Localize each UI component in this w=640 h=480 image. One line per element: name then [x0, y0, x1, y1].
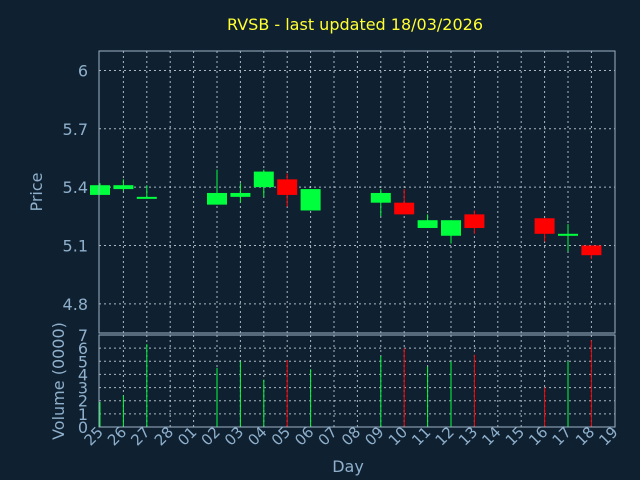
candle-body [300, 189, 321, 211]
candle-body [253, 171, 274, 188]
candle-body [441, 220, 461, 236]
candle-body [534, 218, 555, 234]
x-axis-label: Day [332, 457, 364, 476]
candle-body [581, 245, 602, 256]
chart-title: RVSB - last updated 18/03/2026 [227, 15, 483, 34]
candle-body [464, 214, 485, 228]
candle-body [230, 192, 251, 197]
candle-body [417, 220, 438, 228]
volume-axis-label: Volume (0000) [49, 322, 68, 440]
price-y-tick-labels: 6 5.7 5.4 5.1 4.8 [63, 61, 88, 313]
volume-bars [99, 340, 592, 427]
candle-body [113, 185, 134, 190]
volume-y-tick: 0 [78, 418, 88, 437]
price-y-tick: 4.8 [63, 295, 88, 314]
x-tick-labels: 2526272801020304050607080910111213141516… [81, 423, 622, 449]
price-panel-frame [98, 50, 616, 334]
volume-gridlines [99, 335, 615, 427]
price-candles [90, 169, 602, 260]
price-y-tick: 5.1 [63, 236, 88, 255]
volume-y-tick: 5 [78, 352, 88, 371]
volume-panel-frame [98, 334, 616, 428]
volume-y-tick: 2 [78, 392, 88, 411]
volume-y-tick: 6 [78, 339, 88, 358]
candle-body [558, 233, 578, 236]
price-y-tick: 5.4 [63, 178, 88, 197]
volume-y-tick: 4 [78, 365, 88, 384]
candle-body [277, 179, 298, 195]
candle-body [90, 185, 110, 195]
volume-y-tick: 7 [78, 326, 88, 345]
price-y-tick: 6 [78, 61, 88, 80]
price-gridlines [99, 51, 615, 333]
candle-body [207, 192, 227, 205]
price-axis-label: Price [27, 172, 46, 211]
volume-y-tick: 3 [78, 379, 88, 398]
candle-body [394, 202, 415, 215]
candle-body [136, 196, 157, 199]
volume-y-tick: 1 [78, 405, 88, 424]
candle-body [370, 192, 391, 203]
price-y-tick: 5.7 [63, 120, 88, 139]
